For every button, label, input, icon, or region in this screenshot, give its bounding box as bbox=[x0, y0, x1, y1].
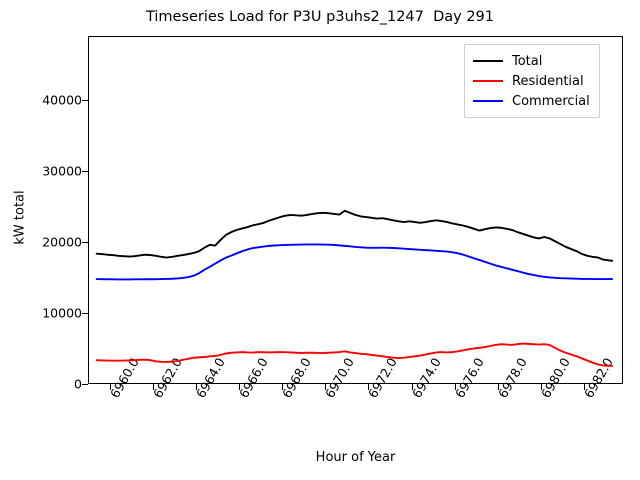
plot-frame bbox=[88, 36, 623, 384]
y-tick-mark bbox=[82, 241, 88, 243]
legend-label: Total bbox=[512, 53, 543, 69]
plot-area bbox=[95, 209, 614, 367]
x-tick-mark bbox=[282, 384, 284, 390]
series-line-total bbox=[95, 209, 614, 262]
chart-legend: Total Residential Commercial bbox=[464, 44, 600, 118]
x-tick-mark bbox=[152, 384, 154, 390]
y-tick-label: 20000 bbox=[42, 234, 82, 250]
series-line-commercial bbox=[95, 243, 614, 281]
legend-label: Residential bbox=[512, 73, 584, 89]
y-tick-label: 40000 bbox=[42, 92, 82, 108]
x-tick-mark bbox=[109, 384, 111, 390]
legend-label: Commercial bbox=[512, 93, 590, 109]
y-tick-mark bbox=[82, 99, 88, 101]
x-tick-mark bbox=[195, 384, 197, 390]
x-tick-mark bbox=[497, 384, 499, 390]
x-tick-mark bbox=[584, 384, 586, 390]
chart-title: Timeseries Load for P3U p3uhs2_1247 Day … bbox=[145, 9, 495, 25]
legend-swatch-residential bbox=[473, 80, 503, 82]
y-axis-tick-labels: 0 10000 20000 30000 40000 bbox=[0, 0, 82, 480]
legend-item-total: Total bbox=[473, 51, 590, 71]
x-tick-mark bbox=[368, 384, 370, 390]
x-tick-mark bbox=[541, 384, 543, 390]
x-axis-label: Hour of Year bbox=[315, 450, 396, 465]
y-tick-mark bbox=[82, 312, 88, 314]
legend-item-commercial: Commercial bbox=[473, 91, 590, 111]
series-line-residential bbox=[95, 342, 614, 367]
x-tick-mark bbox=[454, 384, 456, 390]
x-tick-mark bbox=[411, 384, 413, 390]
legend-swatch-commercial bbox=[473, 100, 503, 102]
y-tick-label: 0 bbox=[74, 376, 82, 392]
legend-swatch-total bbox=[473, 60, 503, 62]
legend-item-residential: Residential bbox=[473, 71, 590, 91]
y-tick-mark bbox=[82, 170, 88, 172]
y-tick-mark bbox=[82, 384, 88, 385]
y-tick-label: 30000 bbox=[42, 163, 82, 179]
y-tick-label: 10000 bbox=[42, 305, 82, 321]
x-tick-mark bbox=[325, 384, 327, 390]
x-tick-mark bbox=[239, 384, 240, 390]
